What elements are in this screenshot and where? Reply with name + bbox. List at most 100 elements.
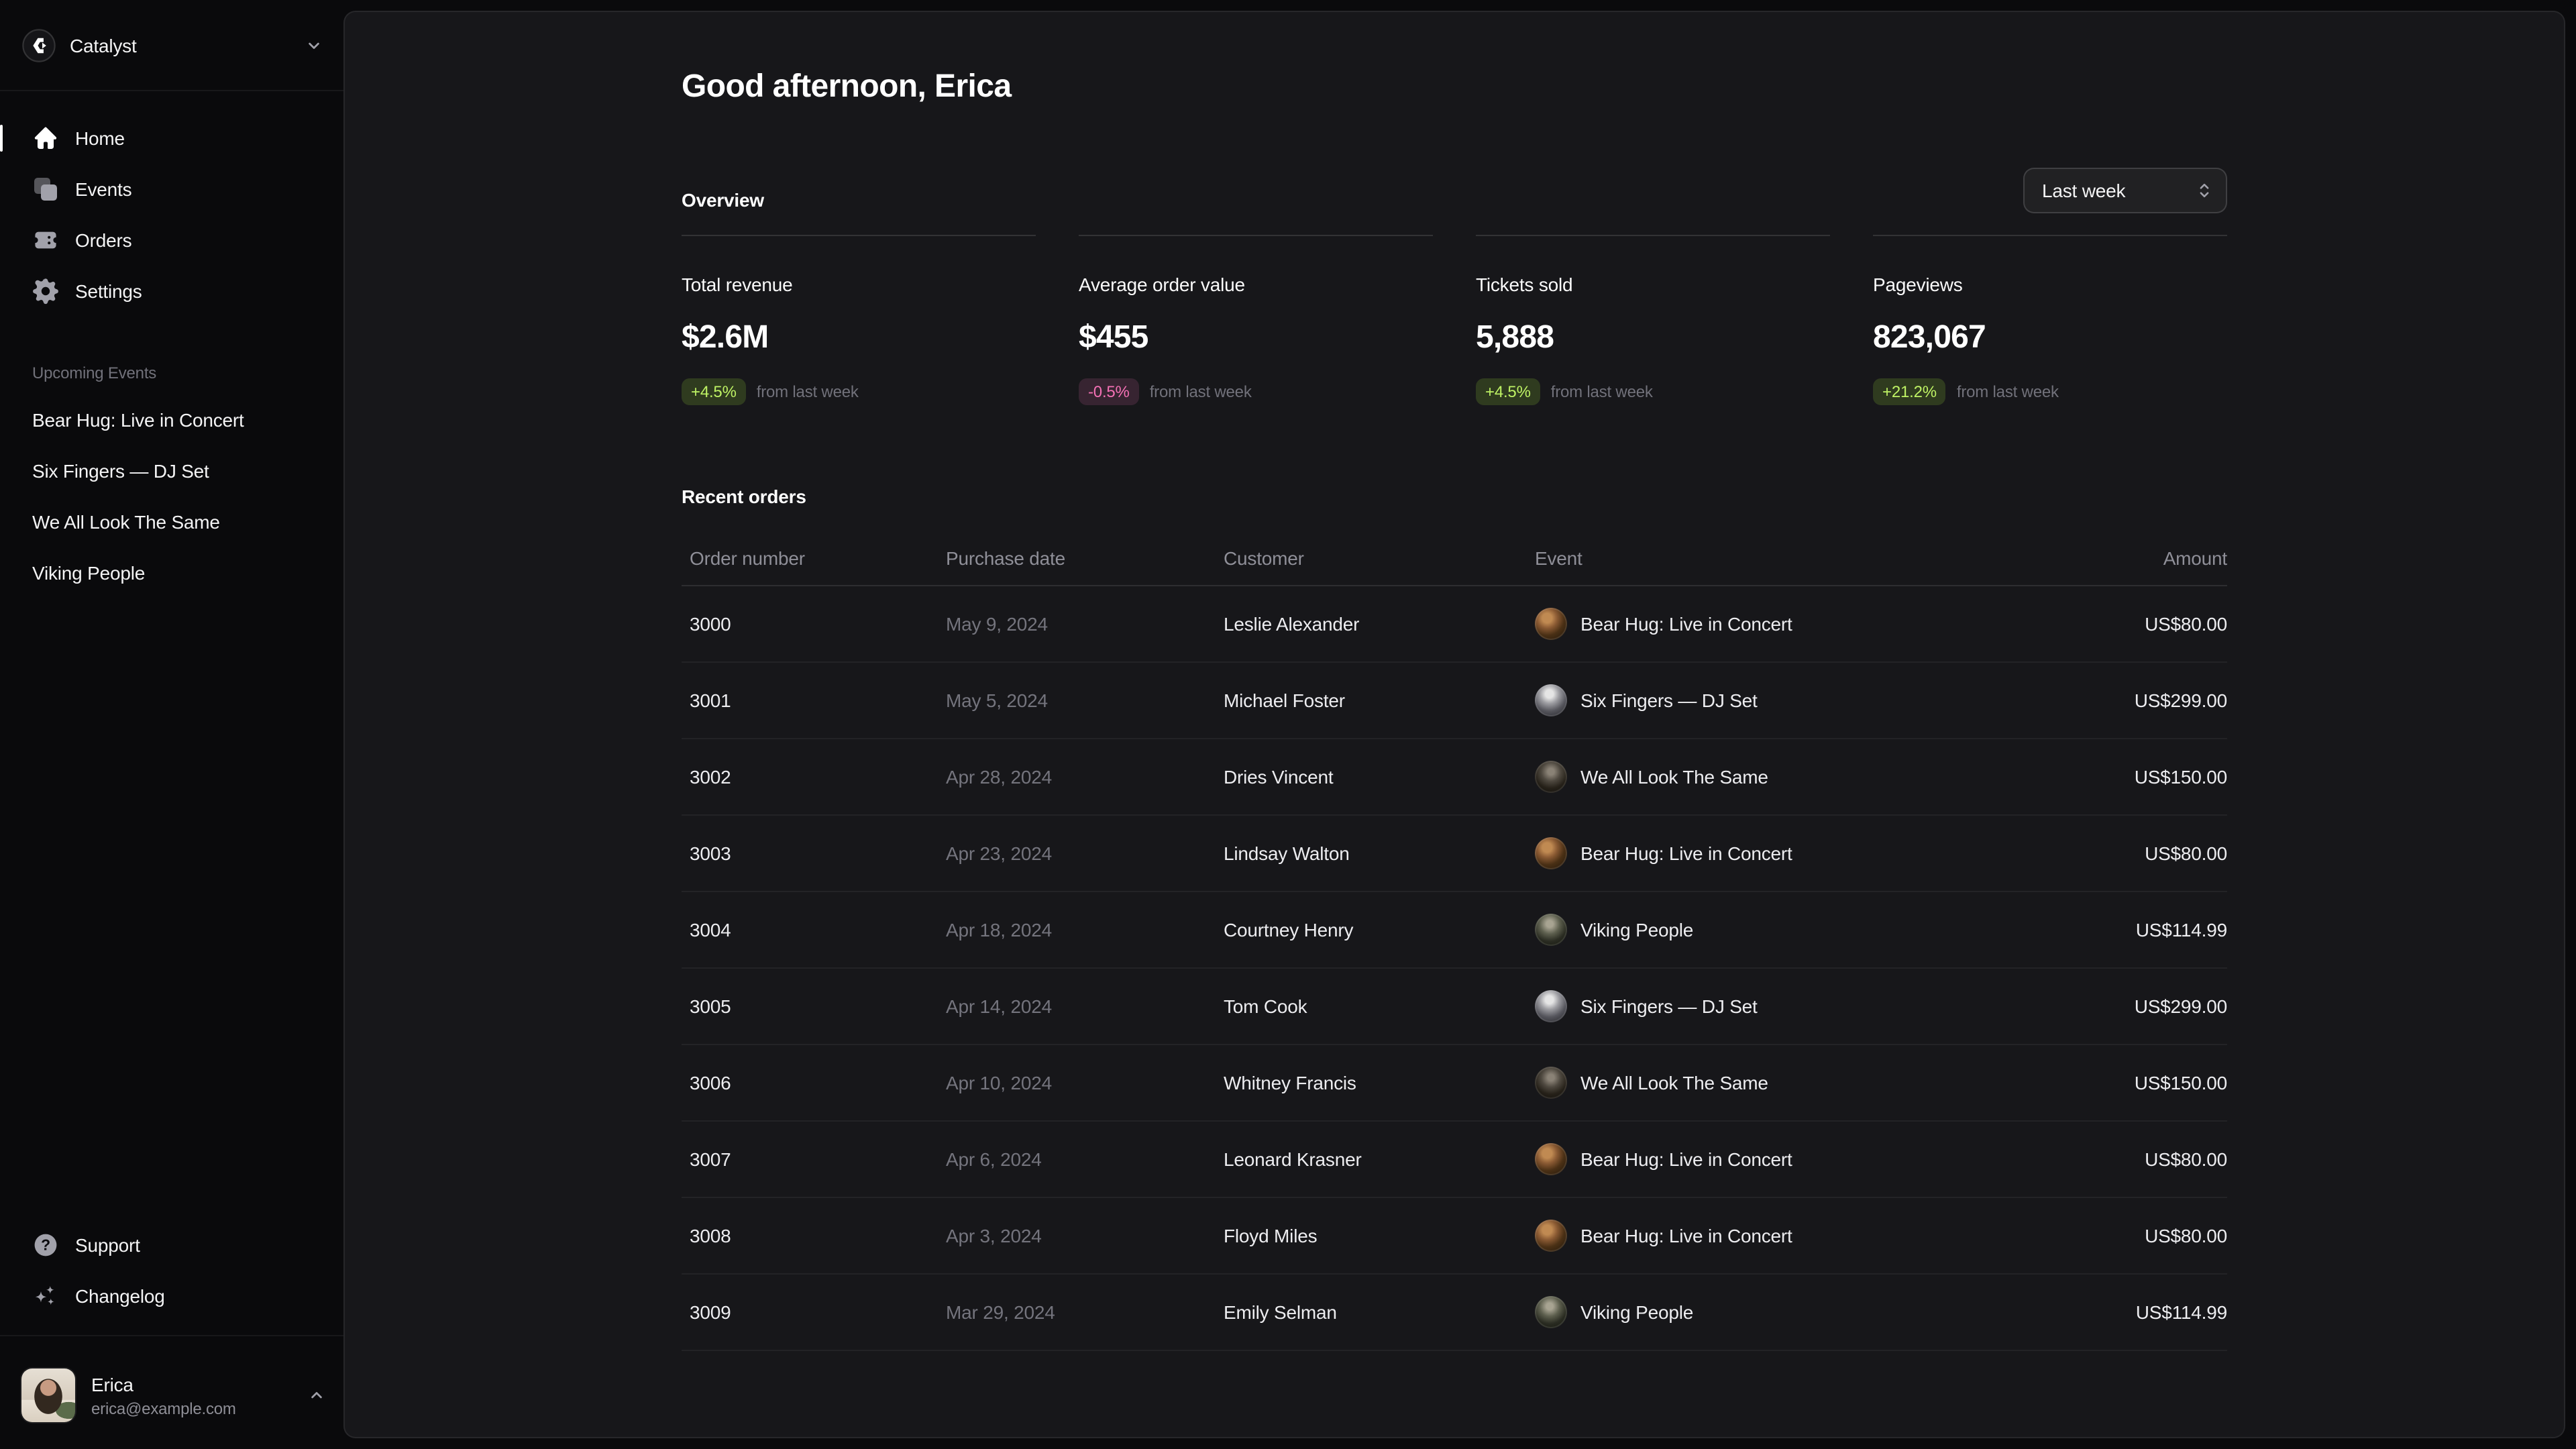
- event-avatar: [1535, 1067, 1567, 1099]
- sidebar-item-bear-hug-live-in-concert[interactable]: Bear Hug: Live in Concert: [21, 394, 322, 445]
- purchase-date-cell: Apr 18, 2024: [946, 892, 1224, 969]
- workspace-switcher[interactable]: Catalyst: [21, 15, 330, 74]
- event-name: Bear Hug: Live in Concert: [1580, 1148, 1792, 1170]
- question-icon: ?: [32, 1232, 59, 1258]
- customer-cell: Dries Vincent: [1224, 739, 1535, 816]
- sidebar-item-we-all-look-the-same[interactable]: We All Look The Same: [21, 496, 322, 547]
- upcoming-events-heading: Upcoming Events: [32, 364, 157, 382]
- sidebar-item-viking-people[interactable]: Viking People: [21, 547, 322, 598]
- order-row[interactable]: 3005 Apr 14, 2024 Tom Cook Six Fingers —…: [682, 968, 2227, 1045]
- column-header-customer: Customer: [1224, 531, 1535, 586]
- event-name: Six Fingers — DJ Set: [1580, 996, 1758, 1017]
- recent-orders-heading: Recent orders: [682, 486, 806, 507]
- amount-cell: US$80.00: [2012, 815, 2227, 892]
- sidebar-item-settings[interactable]: Settings: [21, 266, 322, 317]
- user-menu[interactable]: Erica erica@example.com: [0, 1335, 343, 1449]
- nav-item-label: Six Fingers — DJ Set: [32, 460, 209, 482]
- sidebar-item-events[interactable]: Events: [21, 164, 322, 215]
- order-number-cell: 3002: [682, 739, 946, 816]
- event-cell: Bear Hug: Live in Concert: [1535, 586, 2012, 663]
- order-row[interactable]: 3002 Apr 28, 2024 Dries Vincent We All L…: [682, 739, 2227, 816]
- order-number-cell: 3006: [682, 1044, 946, 1122]
- stat-card: Average order value $455 -0.5% from last…: [1079, 235, 1433, 408]
- order-row[interactable]: 3007 Apr 6, 2024 Leonard Krasner Bear Hu…: [682, 1121, 2227, 1198]
- nav-item-label: Events: [75, 178, 132, 200]
- customer-cell: Tom Cook: [1224, 968, 1535, 1045]
- chevron-up-icon: [306, 1385, 327, 1406]
- sidebar-item-changelog[interactable]: Changelog: [21, 1271, 322, 1322]
- order-number-cell: 3004: [682, 892, 946, 969]
- column-header-amount: Amount: [2012, 531, 2227, 586]
- order-row[interactable]: 3006 Apr 10, 2024 Whitney Francis We All…: [682, 1044, 2227, 1122]
- stat-change-note: from last week: [1149, 382, 1252, 401]
- stat-change-row: +21.2% from last week: [1873, 376, 2227, 408]
- order-number-cell: 3007: [682, 1121, 946, 1198]
- column-header-purchase-date: Purchase date: [946, 531, 1224, 586]
- nav-item-label: Home: [75, 127, 125, 149]
- purchase-date-cell: Mar 29, 2024: [946, 1274, 1224, 1351]
- purchase-date-cell: Apr 10, 2024: [946, 1044, 1224, 1122]
- stat-card: Total revenue $2.6M +4.5% from last week: [682, 235, 1036, 408]
- stat-change-badge: -0.5%: [1079, 378, 1139, 405]
- amount-cell: US$114.99: [2012, 1274, 2227, 1351]
- stat-label: Tickets sold: [1476, 274, 1573, 295]
- period-select[interactable]: Last week: [2023, 168, 2227, 213]
- order-row[interactable]: 3008 Apr 3, 2024 Floyd Miles Bear Hug: L…: [682, 1197, 2227, 1275]
- sidebar-item-support[interactable]: ? Support: [21, 1220, 322, 1271]
- order-number-cell: 3009: [682, 1274, 946, 1351]
- overview-heading: Overview: [682, 189, 764, 211]
- order-row[interactable]: 3003 Apr 23, 2024 Lindsay Walton Bear Hu…: [682, 815, 2227, 892]
- event-cell: Six Fingers — DJ Set: [1535, 662, 2012, 739]
- ticket-icon: [32, 227, 59, 254]
- event-avatar: [1535, 914, 1567, 946]
- event-name: Viking People: [1580, 1301, 1694, 1323]
- order-row[interactable]: 3009 Mar 29, 2024 Emily Selman Viking Pe…: [682, 1274, 2227, 1351]
- stat-change-row: -0.5% from last week: [1079, 376, 1433, 408]
- stat-change-note: from last week: [756, 382, 859, 401]
- stat-value: 5,888: [1476, 319, 1554, 356]
- column-header-event: Event: [1535, 531, 2012, 586]
- event-avatar: [1535, 990, 1567, 1022]
- stat-change-row: +4.5% from last week: [1476, 376, 1830, 408]
- stat-label: Pageviews: [1873, 274, 1963, 295]
- stat-label: Average order value: [1079, 274, 1245, 295]
- amount-cell: US$150.00: [2012, 739, 2227, 816]
- nav-item-label: Support: [75, 1234, 140, 1256]
- nav-item-label: Orders: [75, 229, 132, 251]
- order-row[interactable]: 3001 May 5, 2024 Michael Foster Six Fing…: [682, 662, 2227, 739]
- event-name: Bear Hug: Live in Concert: [1580, 1225, 1792, 1246]
- event-name: Six Fingers — DJ Set: [1580, 690, 1758, 711]
- catalyst-logo-icon: [21, 28, 56, 62]
- stat-value: $2.6M: [682, 319, 769, 356]
- stats-grid: Total revenue $2.6M +4.5% from last week…: [682, 235, 2227, 408]
- event-cell: Six Fingers — DJ Set: [1535, 968, 2012, 1045]
- order-row[interactable]: 3000 May 9, 2024 Leslie Alexander Bear H…: [682, 586, 2227, 663]
- stat-change-badge: +4.5%: [1476, 378, 1540, 405]
- amount-cell: US$80.00: [2012, 586, 2227, 663]
- sidebar-item-six-fingers-dj-set[interactable]: Six Fingers — DJ Set: [21, 445, 322, 496]
- nav-item-label: Bear Hug: Live in Concert: [32, 409, 244, 431]
- purchase-date-cell: Apr 14, 2024: [946, 968, 1224, 1045]
- event-avatar: [1535, 837, 1567, 869]
- event-cell: Bear Hug: Live in Concert: [1535, 1197, 2012, 1275]
- order-number-cell: 3005: [682, 968, 946, 1045]
- nav-item-label: We All Look The Same: [32, 511, 220, 533]
- sidebar-nav: Home Events Orders Settings Upcoming Eve…: [0, 91, 343, 1335]
- main-panel: Good afternoon, Erica Overview Last week…: [343, 11, 2565, 1438]
- order-row[interactable]: 3004 Apr 18, 2024 Courtney Henry Viking …: [682, 892, 2227, 969]
- user-meta: Erica erica@example.com: [91, 1371, 236, 1419]
- overview-header-row: Overview Last week: [682, 168, 2227, 213]
- sidebar-item-home[interactable]: Home: [0, 113, 322, 164]
- nav-item-label: Settings: [75, 280, 142, 302]
- user-name: Erica: [91, 1374, 133, 1395]
- amount-cell: US$299.00: [2012, 662, 2227, 739]
- event-cell: Viking People: [1535, 892, 2012, 969]
- nav-item-label: Viking People: [32, 562, 146, 584]
- amount-cell: US$150.00: [2012, 1044, 2227, 1122]
- stat-change-note: from last week: [1956, 382, 2059, 401]
- active-indicator: [0, 125, 3, 152]
- workspace-name: Catalyst: [70, 34, 137, 56]
- stat-card: Tickets sold 5,888 +4.5% from last week: [1476, 235, 1830, 408]
- sidebar-item-orders[interactable]: Orders: [21, 215, 322, 266]
- order-number-cell: 3001: [682, 662, 946, 739]
